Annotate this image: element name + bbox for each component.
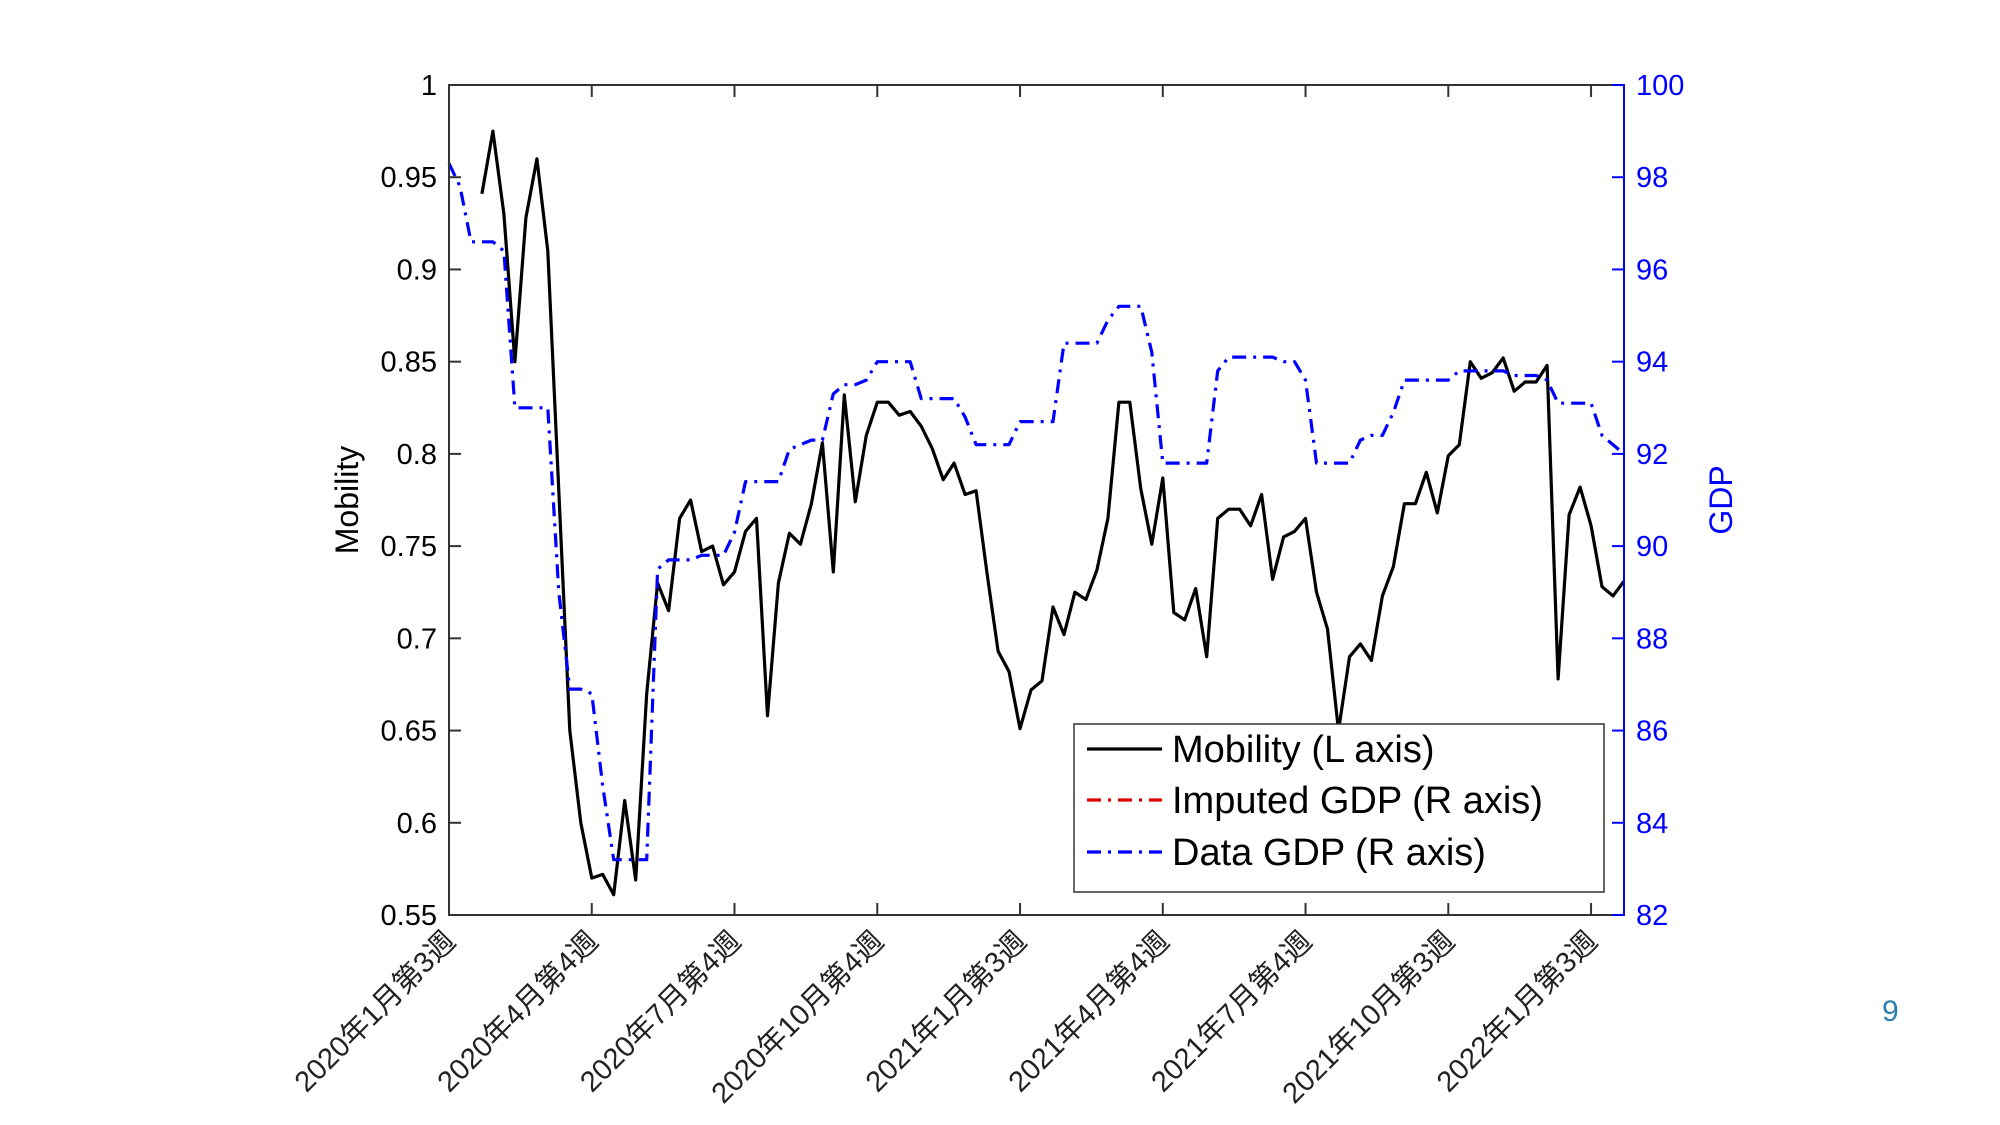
right-tick-label: 84 <box>1636 808 1668 840</box>
right-tick-label: 98 <box>1636 162 1668 194</box>
legend-label-2: Imputed GDP (R axis) <box>1172 780 1543 822</box>
y-axis-label-left: Mobility <box>329 446 365 554</box>
right-tick-label: 90 <box>1636 531 1668 563</box>
series-line-1 <box>480 129 1626 897</box>
left-tick-label: 0.55 <box>381 900 437 932</box>
right-tick-label: 96 <box>1636 254 1668 286</box>
right-tick-label: 86 <box>1636 716 1668 748</box>
legend-label-3: Data GDP (R axis) <box>1172 832 1486 874</box>
left-tick-label: 0.7 <box>397 623 437 655</box>
left-tick-label: 0.95 <box>381 162 437 194</box>
left-tick-label: 0.6 <box>397 808 437 840</box>
left-tick-label: 0.8 <box>397 439 437 471</box>
legend-label-1: Mobility (L axis) <box>1172 729 1435 771</box>
right-tick-label: 100 <box>1636 70 1684 102</box>
legend: Mobility (L axis) Imputed GDP (R axis) Dat… <box>1073 723 1605 893</box>
page-number: 9 <box>1882 995 1899 1028</box>
left-tick-label: 1 <box>421 70 437 102</box>
right-tick-label: 88 <box>1636 623 1668 655</box>
series-layer <box>447 129 1626 897</box>
right-tick-label: 82 <box>1636 900 1668 932</box>
left-tick-label: 0.75 <box>381 531 437 563</box>
series-line-3 <box>447 162 1626 862</box>
right-tick-label: 92 <box>1636 439 1668 471</box>
left-tick-label: 0.65 <box>381 716 437 748</box>
left-tick-label: 0.85 <box>381 347 437 379</box>
y-axis-label-right: GDP <box>1703 465 1739 534</box>
left-tick-label: 0.9 <box>397 254 437 286</box>
legend-box <box>1073 723 1605 893</box>
right-tick-label: 94 <box>1636 347 1668 379</box>
